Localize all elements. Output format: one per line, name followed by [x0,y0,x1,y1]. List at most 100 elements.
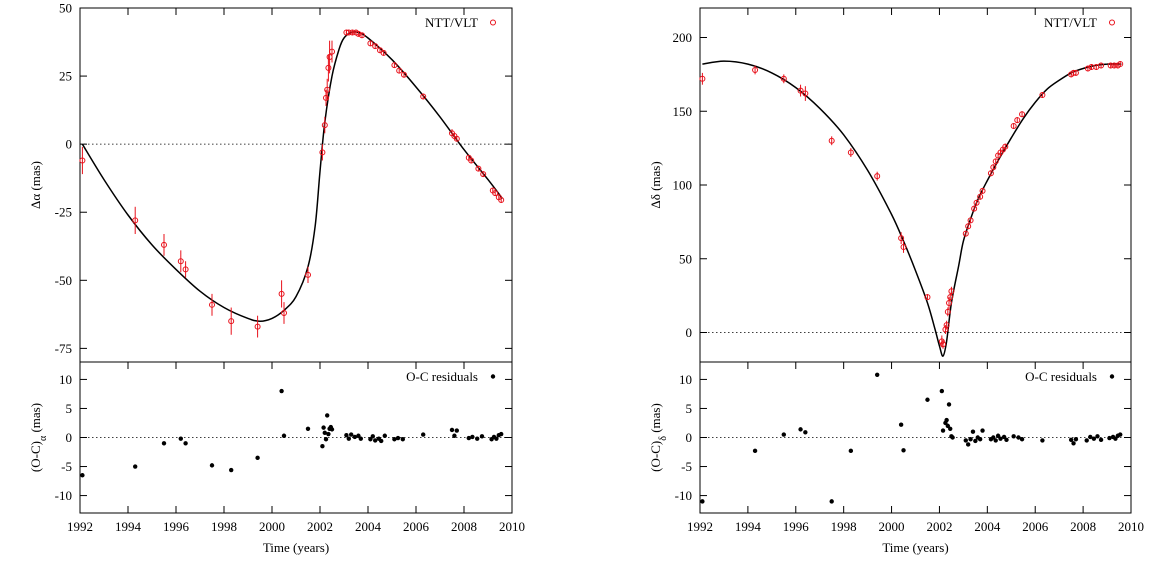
observation-point [1014,117,1021,124]
x-tick-label: 1994 [735,519,762,534]
y-axis-label: (O-C)δ (mas) [648,403,669,472]
residual-point [803,430,808,435]
x-tick-label: 1998 [211,519,237,534]
residual-point [970,429,976,434]
panel-top-left-delta-alpha: 50 25 0 -25 -50 -75 Δα (mas) NTT/VLT [28,1,513,363]
observation-point [79,157,86,164]
residual-point [1040,438,1045,443]
residual-point [325,413,330,418]
residual-point [1071,441,1076,446]
observation-point [254,323,261,330]
observation-point [962,230,969,237]
x-axis-label: Time (years) [882,540,948,555]
orbit-model-curve [81,31,504,322]
x-axis-label: Time (years) [263,540,329,555]
y-axis-label-subscript: δ [658,436,669,441]
x-tick-label: 2008 [451,519,477,534]
residual-point [980,428,985,433]
x-tick-label: 1998 [831,519,857,534]
residual-point [752,448,758,454]
residual-point [977,437,983,442]
residual-point [995,433,1001,438]
observation-point [367,40,374,47]
residual-point [370,434,375,439]
residual-point [161,441,167,446]
observation-point [938,338,945,345]
residual-point [133,464,138,469]
observation-point [1111,62,1118,69]
observation-point [228,318,235,325]
residual-point [479,434,485,439]
residual-point [998,436,1003,441]
observation-point [965,223,972,230]
observation-point [898,235,905,242]
x-tick-label: 1996 [163,519,190,534]
residual-point [326,431,331,437]
observation-point [979,187,986,194]
observation-point [944,308,951,315]
observation-point [973,199,980,206]
observation-point [468,157,475,164]
observation-point [319,149,326,156]
observation-point [1107,62,1114,69]
residual-point [1016,435,1021,440]
residual-point [209,463,215,468]
residual-point [466,435,471,441]
residual-point [1113,436,1118,441]
observation-point [752,66,759,73]
x-tick-label: 1996 [783,519,810,534]
observation-point [177,258,184,265]
residual-point [874,372,880,377]
residual-point [321,425,326,430]
legend-label: O-C residuals [1025,369,1097,384]
legend-marker-residual [490,374,496,379]
residual-point [395,435,401,441]
residual-point [1011,434,1016,439]
observation-point [349,29,356,36]
residual-point [968,437,973,442]
residual-point [991,435,996,440]
y-tick-label: 5 [66,401,73,416]
residual-point [454,428,459,433]
residual-point [329,427,335,432]
residual-point [358,436,363,441]
observation-point [874,173,881,180]
x-tick-label: 2004 [355,519,382,534]
observation-point [1002,143,1009,150]
observation-point [828,137,835,144]
x-tick-label: 2002 [307,519,333,534]
x-tick-label: 2006 [1022,519,1049,534]
y-tick-label: 0 [66,137,73,152]
residual-point [944,417,949,423]
residual-point [400,437,405,442]
y-tick-label: -10 [675,488,692,503]
legend-marker-residual [1109,374,1115,379]
orbit-model-curve [702,60,1122,357]
observation-point [987,170,994,177]
x-tick-label: 2000 [259,519,285,534]
observation-point [1117,61,1124,68]
y-axis-label: Δδ (mas) [648,161,663,208]
residual-point [449,427,455,433]
residual-point [1001,434,1007,440]
y-tick-label: -75 [55,341,72,356]
residual-point [229,467,234,473]
y-tick-label: -50 [55,273,72,288]
residual-point [945,423,951,429]
observation-point [325,64,332,71]
observation-point [305,271,311,278]
y-tick-label: 200 [673,30,693,45]
legend-label: NTT/VLT [1044,15,1097,30]
y-axis-label-main: (O-C) [28,441,43,472]
observation-point [1010,123,1017,129]
residual-point [948,426,953,431]
residual-point [382,433,387,438]
observation-point [947,294,954,301]
plot-frame [79,7,513,363]
y-tick-label: 0 [686,325,693,340]
observation-point [391,62,398,69]
x-tick-label: 2000 [879,519,905,534]
y-tick-label: 10 [59,372,72,387]
residual-point [1073,437,1079,442]
